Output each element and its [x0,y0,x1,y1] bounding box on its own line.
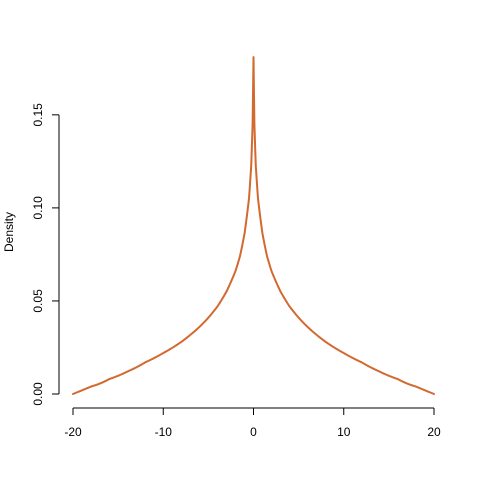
x-tick-label: 0 [250,425,257,439]
y-tick-label: 0.10 [31,196,45,220]
series-layer [72,56,435,395]
x-axis: -20 -10 0 10 20 [64,407,441,439]
x-tick-label: 20 [427,425,441,439]
x-tick-label: -10 [155,425,173,439]
density-curve [72,56,435,395]
x-tick-label: 10 [337,425,351,439]
x-tick-label: -20 [64,425,82,439]
y-axis-title: Density [2,212,16,252]
y-tick-label: 0.00 [31,382,45,406]
y-tick-label: 0.15 [31,103,45,127]
y-axis: 0.00 0.05 0.10 0.15 [31,103,60,406]
y-tick-label: 0.05 [31,289,45,313]
